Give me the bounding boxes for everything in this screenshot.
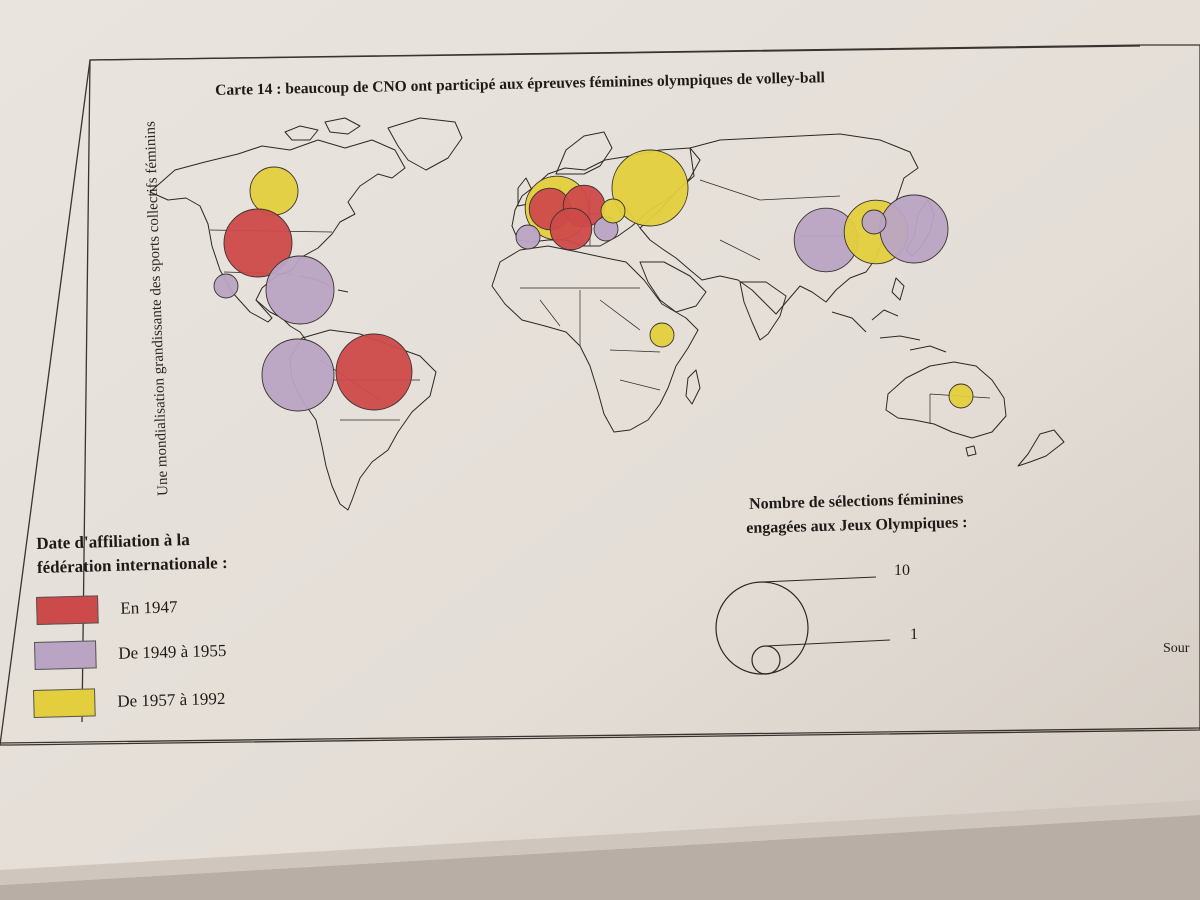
brazil-circle	[335, 333, 413, 411]
south-america-outline	[289, 329, 437, 511]
arabia-outline	[639, 261, 707, 313]
legend-label-1947: En 1947	[120, 597, 178, 618]
legend-swatch-red	[36, 595, 99, 625]
philippines-outline	[891, 277, 905, 301]
frame-bottom	[0, 727, 1200, 744]
usa-circle	[223, 208, 293, 278]
central-america-outline	[255, 299, 307, 341]
scandinavia-outline	[555, 131, 613, 175]
size-legend-min-label: 1	[910, 626, 918, 643]
greenland-outline	[387, 117, 463, 171]
cuba-circle	[265, 255, 335, 325]
size-legend-leader-small	[765, 639, 891, 647]
paper-edge	[0, 800, 1200, 885]
southeast-asia-islands-outline	[831, 309, 947, 353]
russia-circle	[611, 149, 689, 227]
size-legend-circle-small	[751, 645, 781, 675]
frame-top	[89, 45, 1141, 61]
north-korea-circle	[861, 209, 887, 235]
australia-circle	[948, 383, 974, 409]
asia-outline	[639, 133, 919, 315]
size-legend-title: Nombre de sélections féminines engagées …	[706, 486, 1007, 542]
legend-item-1957-1992: De 1957 à 1992	[33, 685, 226, 718]
kenya-circle	[649, 322, 675, 348]
legend-label-1957-1992: De 1957 à 1992	[117, 688, 226, 711]
legend-label-1949-1955: De 1949 à 1955	[118, 640, 227, 663]
tasmania-outline	[965, 445, 977, 457]
source-note: Sour	[1163, 641, 1190, 656]
spain-circle	[515, 224, 541, 250]
legend-title: Date d'affiliation à la fédération inter…	[36, 527, 228, 580]
legend-item-1947: En 1947	[36, 593, 178, 625]
map-frame	[0, 44, 1200, 746]
africa-outline	[491, 245, 699, 433]
legend-item-1949-1955: De 1949 à 1955	[34, 637, 227, 670]
mexico-circle	[213, 273, 239, 299]
size-legend-circle-large	[715, 581, 809, 675]
india-outline	[739, 281, 787, 341]
legend-swatch-lilac	[34, 640, 97, 670]
legend-title-line2: fédération internationale :	[36, 552, 228, 577]
legend-swatch-yellow	[33, 688, 96, 718]
new-zealand-outline	[1017, 429, 1065, 467]
madagascar-outline	[685, 369, 701, 405]
ukraine-circle	[600, 198, 626, 224]
north-america-outline	[149, 139, 406, 323]
size-legend-max-label: 10	[894, 562, 910, 579]
arctic-islands-outline	[284, 117, 361, 141]
italy-circle	[549, 207, 593, 251]
australia-outline	[885, 361, 1007, 439]
size-legend-leader-large	[761, 576, 877, 583]
peru-circle	[261, 338, 335, 412]
